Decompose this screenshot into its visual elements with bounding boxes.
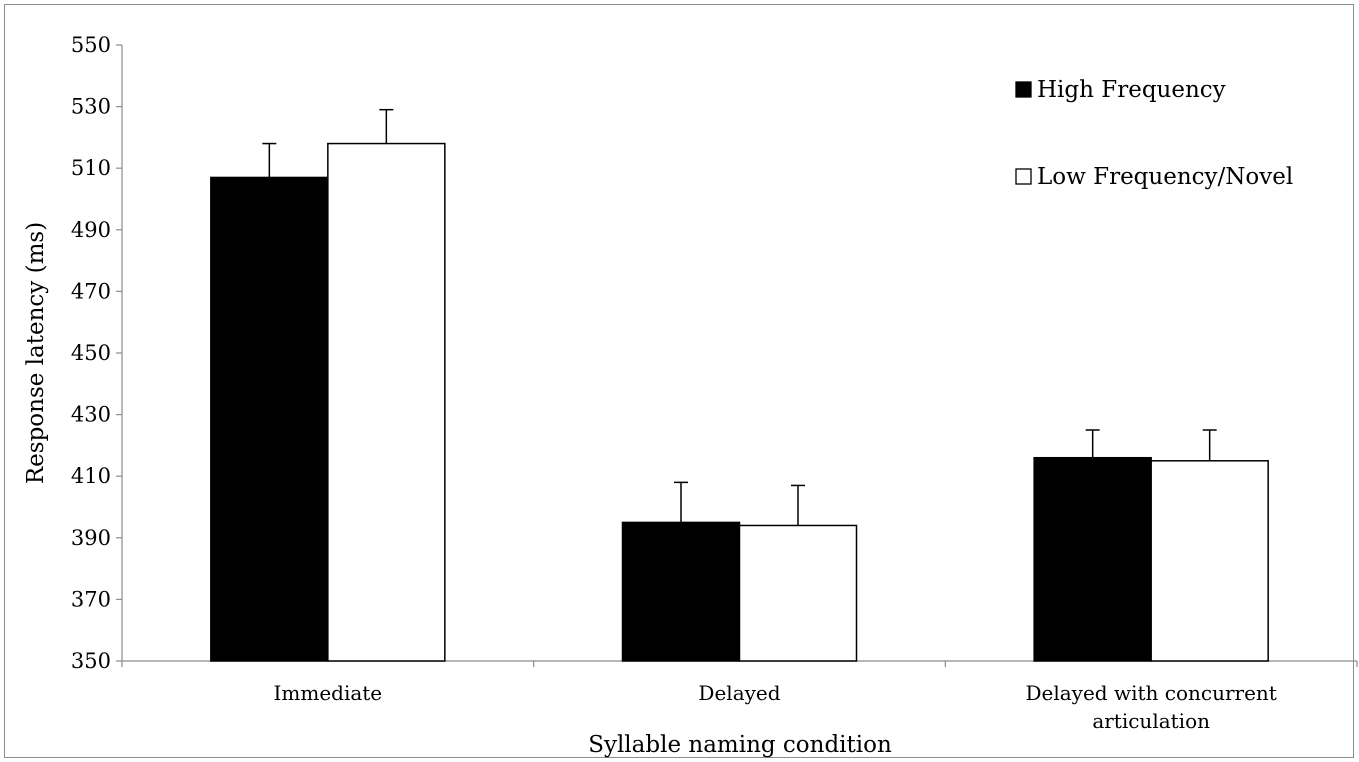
legend: High Frequency Low Frequency/Novel [1016,77,1293,190]
x-category-label: Delayed with concurrent [1025,681,1276,705]
y-tick-label: 390 [71,526,111,550]
x-axis-title: Syllable naming condition [588,732,892,758]
y-tick-label: 370 [71,587,111,611]
y-tick-label: 490 [71,218,111,242]
y-tick-label: 470 [71,279,111,303]
y-axis-title: Response latency (ms) [23,222,49,484]
bar-low-frequency-novel [740,525,857,661]
x-category-label: Delayed [698,681,780,705]
y-tick-label: 350 [71,649,111,673]
bar-high-frequency [211,177,328,661]
y-tick-label: 550 [71,33,111,57]
x-category-label: Immediate [273,681,382,705]
bar-low-frequency-novel [328,144,445,661]
bar-low-frequency-novel [1151,461,1268,661]
x-category-label: articulation [1092,709,1210,733]
bar-high-frequency [1034,458,1151,661]
y-tick-label: 410 [71,464,111,488]
bar-high-frequency [623,522,740,661]
y-tick-label: 530 [71,95,111,119]
y-tick-label: 450 [71,341,111,365]
y-tick-label: 510 [71,156,111,180]
legend-label: High Frequency [1037,77,1226,103]
legend-swatch [1016,82,1031,97]
legend-swatch [1016,169,1031,184]
bars [211,144,1268,661]
y-tick-label: 430 [71,403,111,427]
legend-label: Low Frequency/Novel [1037,164,1293,190]
